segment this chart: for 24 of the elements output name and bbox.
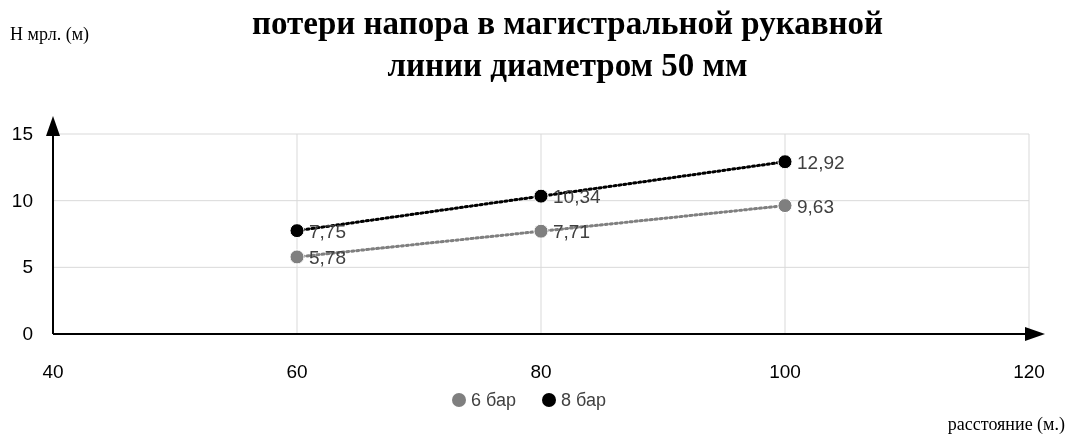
data-label: 10,34 <box>553 186 601 208</box>
x-tick-label: 120 <box>1013 361 1045 382</box>
data-label: 7,75 <box>309 220 346 242</box>
point <box>777 198 793 214</box>
legend-label: 6 бар <box>471 390 516 410</box>
y-tick-label: 0 <box>22 323 33 344</box>
y-tick-label: 5 <box>22 256 33 278</box>
point <box>533 223 549 239</box>
y-tick-label: 10 <box>11 189 33 211</box>
point <box>533 188 549 204</box>
chart-title: потери напора в магистральной рукавной линии диаметром 50 мм <box>252 5 883 83</box>
data-label: 12,92 <box>797 151 845 173</box>
x-tick-label: 100 <box>769 361 801 382</box>
point <box>289 223 305 239</box>
point <box>777 154 793 170</box>
y-tick-label: 15 <box>11 123 33 144</box>
x-tick-label: 40 <box>42 361 64 382</box>
point <box>289 249 305 265</box>
legend-label: 8 бар <box>561 390 606 410</box>
x-tick-label: 60 <box>286 361 308 382</box>
x-axis-title: расстояние (м.) <box>947 414 1065 435</box>
y-axis-title: Н мрл. (м) <box>10 24 90 45</box>
data-label: 9,63 <box>797 195 834 217</box>
x-tick-label: 80 <box>530 361 552 382</box>
